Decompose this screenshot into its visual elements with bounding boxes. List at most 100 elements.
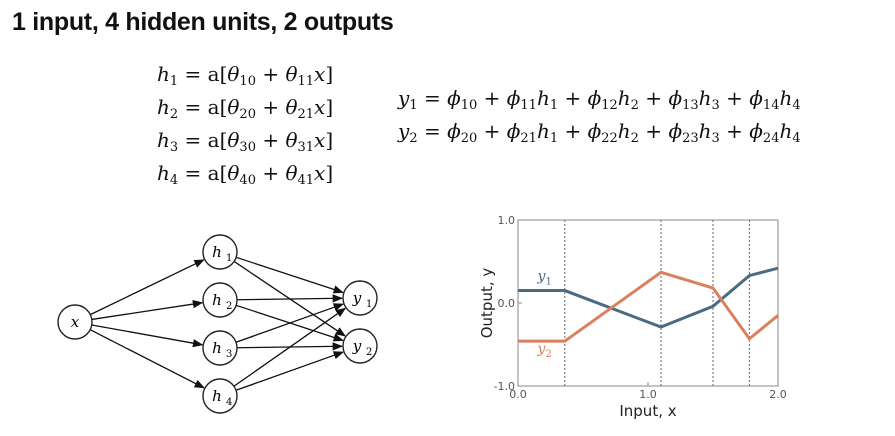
hidden-node-circle (202, 282, 238, 318)
eq-theta: θ (227, 128, 240, 152)
network-edge (233, 307, 347, 387)
eq-phi: ϕ (587, 86, 602, 110)
eq-op: + (558, 119, 588, 143)
hidden-node-circle (202, 378, 238, 414)
x-tick-label: 2.0 (769, 388, 787, 401)
eq-phi-sub: 21 (520, 131, 537, 146)
eq-phi-sub: 22 (601, 131, 618, 146)
plot-area-border (517, 219, 779, 387)
eq-op: + (719, 86, 750, 110)
eq-op: = a[ (178, 128, 228, 152)
eq-h-sub: 1 (549, 131, 559, 146)
eq-phi: ϕ (749, 119, 763, 143)
page-title: 1 input, 4 hidden units, 2 outputs (12, 8, 394, 36)
network-edge (235, 303, 345, 343)
eq-theta-sub: 21 (297, 107, 315, 122)
network-diagram: xh 1h 2h 3h 4y 1y 2 (57, 234, 378, 414)
network-edge (91, 299, 204, 321)
output-node-label: y (352, 289, 362, 307)
eq-lhs: h (157, 62, 170, 86)
eq-phi-sub: 12 (601, 98, 618, 113)
eq-op: = a[ (178, 95, 228, 119)
y-tick-label: -1.0 (494, 380, 515, 393)
eq-op: = a[ (178, 62, 228, 86)
eq-op: + (255, 95, 286, 119)
eq-op: + (255, 128, 286, 152)
hidden-node-sub: 4 (226, 397, 232, 408)
network-edges (89, 256, 347, 391)
eq-h-sub: 1 (549, 98, 559, 113)
eq-phi: ϕ (587, 119, 602, 143)
eq-op: + (255, 62, 286, 86)
hidden-node-label: h (212, 387, 222, 405)
eq-op: + (558, 86, 588, 110)
eq-phi-sub: 23 (682, 131, 699, 146)
eq-phi: ϕ (749, 86, 763, 110)
eq-op: + (477, 86, 507, 110)
eq-theta: θ (285, 95, 298, 119)
eq-op: = a[ (178, 161, 228, 185)
eq-phi: ϕ (668, 86, 683, 110)
eq-op: ] (325, 62, 334, 86)
eq-lhs-sub: 1 (169, 74, 179, 89)
eq-op: ] (325, 95, 334, 119)
eq-h: h (779, 119, 793, 143)
eq-phi: ϕ (668, 119, 683, 143)
eq-phi: ϕ (447, 86, 461, 110)
eq-h: h (698, 86, 712, 110)
eq-op: = (417, 119, 448, 143)
output-node-circle (342, 280, 378, 316)
eq-lhs: y (398, 119, 410, 143)
y-axis-label: Output, y (478, 268, 496, 339)
eq-op: + (255, 161, 286, 185)
eq-theta-sub: 30 (239, 140, 256, 155)
eq-theta-sub: 41 (297, 173, 315, 188)
eq-h: h (698, 119, 712, 143)
eq-h-sub: 2 (630, 98, 639, 113)
input-node-circle (57, 304, 93, 340)
eq-theta-sub: 40 (239, 173, 256, 188)
eq-op: + (719, 119, 750, 143)
eq-lhs-sub: 4 (169, 173, 179, 188)
eq-x: x (314, 161, 326, 185)
eq-phi: ϕ (506, 86, 521, 110)
eq-theta: θ (227, 95, 240, 119)
network-edge (89, 329, 205, 389)
eq-lhs-sub: 2 (169, 107, 179, 122)
eq-h: h (536, 119, 550, 143)
eq-h: h (779, 86, 793, 110)
chart-ticks: 0.0 1.0 2.01.00.0-1.0 (494, 214, 787, 401)
eq-lhs: y (398, 86, 410, 110)
eq-phi: ϕ (506, 119, 521, 143)
network-edge (235, 351, 345, 391)
eq-lhs: h (157, 95, 170, 119)
network-edge (235, 256, 344, 294)
eq-op: ] (325, 161, 334, 185)
eq-lhs: h (157, 161, 170, 185)
y-tick-label: 1.0 (498, 214, 516, 227)
eq-h: h (617, 119, 631, 143)
eq-h-sub: 2 (630, 131, 639, 146)
y-tick-label: 0.0 (498, 297, 516, 310)
hidden-equation: h1 = a[θ10 + θ11x] (157, 62, 333, 89)
series-label-sub: 2 (546, 349, 552, 360)
chart-frame (517, 219, 779, 387)
output-node-sub: 1 (366, 299, 372, 310)
hidden-node-circle (202, 330, 238, 366)
eq-lhs-sub: 3 (169, 140, 179, 155)
eq-theta: θ (285, 128, 298, 152)
eq-x: x (314, 95, 326, 119)
series-label-sub: 1 (546, 277, 552, 288)
eq-theta: θ (285, 161, 298, 185)
eq-phi-sub: 24 (762, 131, 780, 146)
input-node: x (57, 304, 93, 340)
hidden-node-label: h (212, 291, 222, 309)
hidden-node-sub: 3 (226, 349, 232, 360)
eq-lhs: h (157, 128, 170, 152)
eq-op: = (417, 86, 448, 110)
eq-theta: θ (285, 62, 298, 86)
chart-joint-lines (564, 220, 750, 386)
eq-op: + (638, 119, 669, 143)
